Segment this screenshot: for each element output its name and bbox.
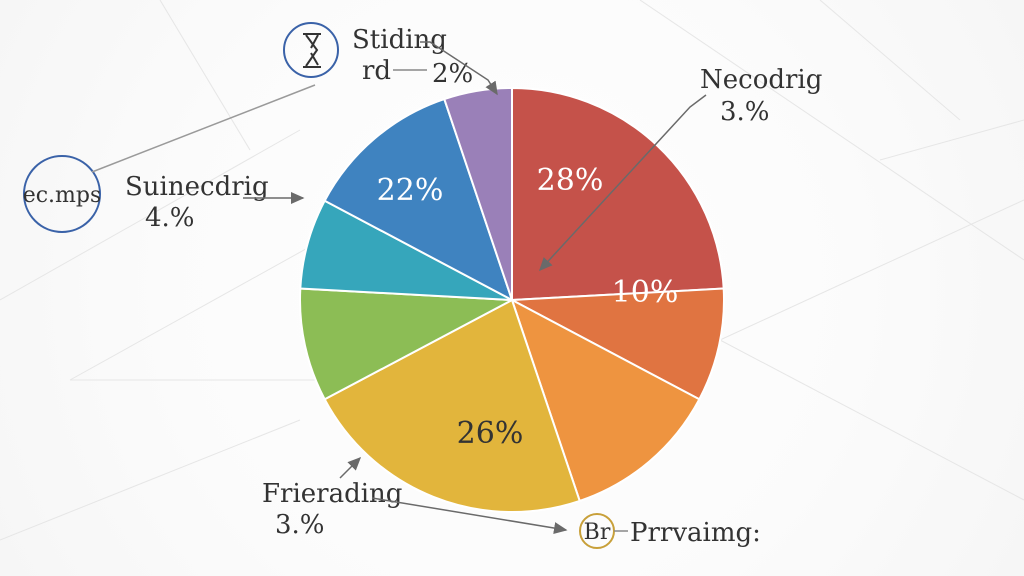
- pie-slice-4: [299, 287, 516, 401]
- ec-mps-text: ec.mps: [23, 183, 102, 208]
- annotation-frierading: Frierading 3.%: [262, 456, 568, 540]
- annotation-frierading-value: 3.%: [275, 510, 325, 540]
- annotation-suinecdrig: Suinecdrig 4.%: [125, 172, 305, 233]
- pie-slice-2: [510, 297, 701, 503]
- hourglass-circle: [283, 22, 339, 78]
- slice-label-28: 28%: [537, 163, 604, 198]
- pie-slice-1: [508, 287, 725, 401]
- annotation-stiding-value: 2%: [432, 59, 473, 89]
- background-network: [0, 0, 1024, 541]
- annotation-prrvaimg-name: Prrvaimg:: [630, 518, 761, 548]
- pie-slice-3: [323, 298, 581, 513]
- annotation-necodrig-name: Necodrig: [700, 65, 822, 95]
- hourglass-icon: [303, 33, 321, 68]
- slice-label-22: 22%: [377, 173, 444, 208]
- annotation-stiding: Stiding rd 2%: [283, 22, 498, 96]
- annotation-suinecdrig-name: Suinecdrig: [125, 172, 269, 202]
- annotation-necodrig: Necodrig 3.%: [538, 65, 822, 272]
- annotation-necodrig-value: 3.%: [720, 97, 770, 127]
- slice-label-10: 10%: [612, 275, 679, 310]
- br-text: Br: [584, 520, 611, 545]
- pie-slices: [299, 86, 725, 513]
- pie-slice-6: [323, 97, 514, 303]
- annotation-frierading-name: Frierading: [262, 479, 402, 509]
- annotation-ec-mps: ec.mps: [23, 84, 316, 233]
- annotation-prrvaimg: Br Prrvaimg:: [579, 513, 761, 549]
- pie-slice-0: [511, 86, 725, 302]
- slice-label-26: 26%: [457, 416, 524, 451]
- pie-slice-7: [443, 86, 513, 301]
- ec-mps-circle: [23, 155, 101, 233]
- annotation-suinecdrig-value: 4.%: [145, 203, 195, 233]
- annotation-stiding-name: Stiding: [352, 25, 447, 55]
- annotation-stiding-line2: rd: [362, 56, 391, 86]
